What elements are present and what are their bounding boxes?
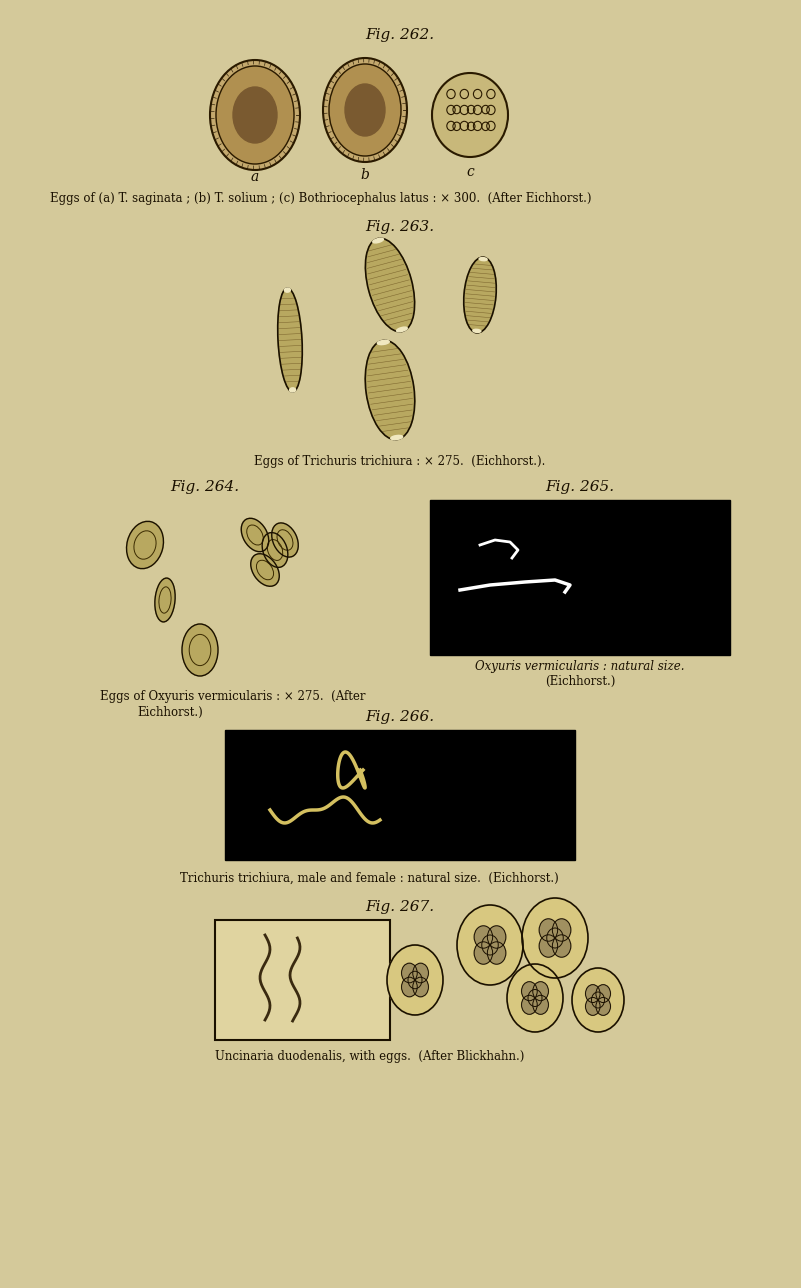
Ellipse shape (372, 238, 384, 243)
Ellipse shape (365, 340, 415, 439)
Text: Fig. 267.: Fig. 267. (365, 900, 435, 914)
Ellipse shape (522, 898, 588, 978)
Ellipse shape (272, 523, 298, 558)
Ellipse shape (553, 935, 571, 957)
Bar (430, 500, 730, 656)
Ellipse shape (345, 84, 385, 137)
Text: Fig. 265.: Fig. 265. (545, 480, 614, 495)
Text: (Eichhorst.): (Eichhorst.) (545, 675, 615, 688)
Text: Trichuris trichiura, male and female : natural size.  (Eichhorst.): Trichuris trichiura, male and female : n… (180, 872, 559, 885)
Ellipse shape (262, 533, 288, 568)
Ellipse shape (401, 978, 417, 997)
Ellipse shape (586, 984, 600, 1002)
Ellipse shape (479, 258, 487, 260)
Text: Uncinaria duodenalis, with eggs.  (After Blickhahn.): Uncinaria duodenalis, with eggs. (After … (215, 1050, 525, 1063)
Ellipse shape (413, 963, 429, 983)
Ellipse shape (474, 926, 493, 948)
Ellipse shape (591, 992, 605, 1009)
Ellipse shape (241, 518, 269, 551)
Text: Fig. 262.: Fig. 262. (365, 28, 435, 43)
Ellipse shape (377, 340, 389, 345)
Text: Eggs of Trichuris trichiura : × 275.  (Eichhorst.).: Eggs of Trichuris trichiura : × 275. (Ei… (254, 455, 545, 468)
Ellipse shape (290, 388, 296, 392)
Ellipse shape (408, 971, 422, 989)
Bar (225, 730, 575, 860)
Ellipse shape (507, 963, 563, 1032)
Text: Eichhorst.): Eichhorst.) (137, 706, 203, 719)
Text: c: c (466, 165, 474, 179)
Ellipse shape (533, 981, 549, 1001)
Ellipse shape (521, 981, 537, 1001)
Ellipse shape (413, 978, 429, 997)
Ellipse shape (539, 935, 557, 957)
Ellipse shape (210, 61, 300, 170)
Ellipse shape (329, 64, 401, 156)
Ellipse shape (528, 989, 542, 1006)
Ellipse shape (155, 578, 175, 622)
Ellipse shape (391, 435, 403, 439)
Ellipse shape (127, 522, 163, 568)
Ellipse shape (586, 997, 600, 1015)
Ellipse shape (323, 58, 407, 162)
Ellipse shape (547, 927, 563, 948)
Ellipse shape (572, 969, 624, 1032)
Ellipse shape (396, 327, 407, 332)
Text: Oxyuris vermicularis : natural size.: Oxyuris vermicularis : natural size. (475, 659, 685, 674)
Text: Eggs of (a) T. saginata ; (b) T. solium ; (c) Bothriocephalus latus : × 300.  (A: Eggs of (a) T. saginata ; (b) T. solium … (50, 192, 591, 205)
Ellipse shape (481, 935, 498, 954)
Ellipse shape (216, 66, 294, 164)
Ellipse shape (387, 945, 443, 1015)
Text: Fig. 264.: Fig. 264. (170, 480, 239, 495)
Ellipse shape (182, 623, 218, 676)
Bar (215, 920, 390, 1039)
Ellipse shape (365, 238, 415, 332)
Ellipse shape (596, 997, 610, 1015)
Ellipse shape (432, 73, 508, 157)
Ellipse shape (487, 942, 506, 965)
Ellipse shape (278, 289, 302, 392)
Ellipse shape (401, 963, 417, 983)
Ellipse shape (487, 926, 506, 948)
Ellipse shape (553, 918, 571, 942)
Text: a: a (251, 170, 260, 184)
Ellipse shape (596, 984, 610, 1002)
Ellipse shape (457, 905, 523, 985)
Ellipse shape (464, 258, 497, 332)
Ellipse shape (539, 918, 557, 942)
Ellipse shape (251, 554, 280, 586)
Ellipse shape (473, 330, 481, 332)
Ellipse shape (521, 996, 537, 1015)
Ellipse shape (474, 942, 493, 965)
Ellipse shape (284, 289, 291, 292)
Text: Fig. 266.: Fig. 266. (365, 710, 435, 724)
Text: b: b (360, 167, 369, 182)
Ellipse shape (233, 88, 277, 143)
Text: Fig. 263.: Fig. 263. (365, 220, 435, 234)
Text: Eggs of Oxyuris vermicularis : × 275.  (After: Eggs of Oxyuris vermicularis : × 275. (A… (100, 690, 365, 703)
Ellipse shape (533, 996, 549, 1015)
